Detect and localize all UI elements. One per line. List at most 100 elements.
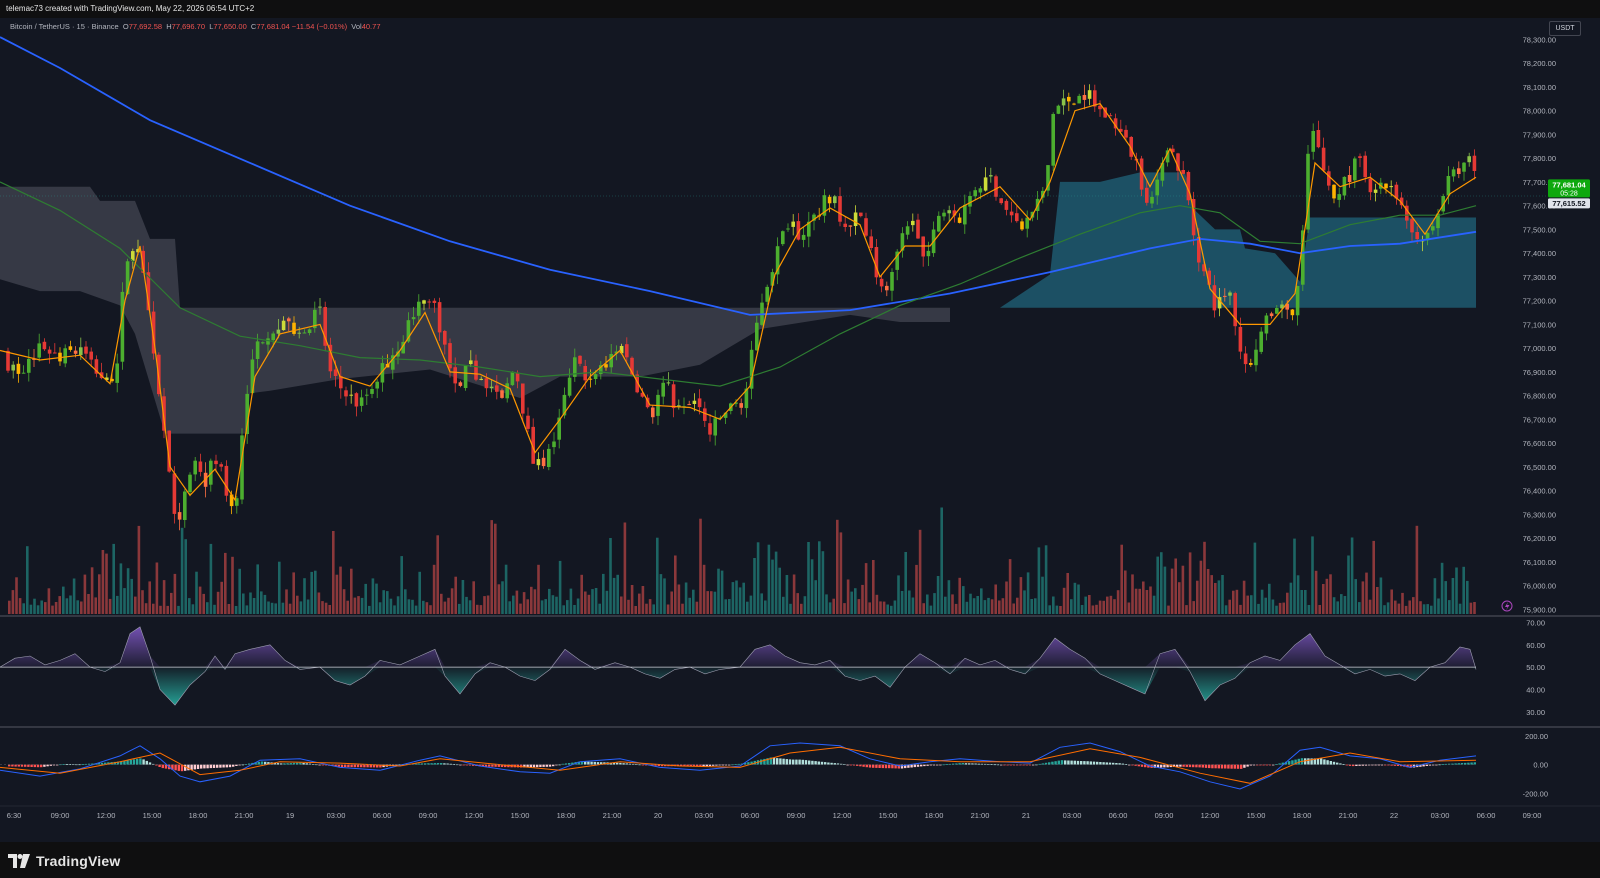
volume-bar [1437,598,1440,614]
candle-body [1186,172,1191,201]
candle-body [1212,285,1217,311]
macd-histogram-bar [782,758,785,765]
volume-bar [814,580,817,614]
macd-histogram-bar [126,760,129,765]
low-value: 77,650.00 [213,22,247,31]
candle-body [474,360,478,380]
price-tick-label: 75,900.00 [1523,605,1556,614]
time-tick-label: 12:00 [465,811,484,820]
volume-bar [213,604,216,614]
rsi-tick-label: 40.00 [1526,686,1545,695]
macd-histogram-bar [696,764,699,767]
macd-histogram-bar [705,764,708,767]
volume-bar [1044,545,1048,614]
time-tick-label: 15:00 [879,811,898,820]
volume-bar [292,572,295,614]
volume-bar [1264,597,1267,614]
macd-histogram-bar [1140,764,1144,767]
open-label: O [122,22,129,31]
macd-histogram-bar [216,764,219,768]
volume-bar [1188,552,1192,614]
volume-bar [1178,582,1181,614]
macd-histogram-bar [228,764,232,768]
candle-body [1472,155,1477,171]
macd-histogram-bar [526,764,529,768]
macd-histogram-bar [1137,764,1140,767]
candle-body [1067,96,1071,102]
macd-histogram-bar [1342,764,1345,765]
volume-bar [731,582,735,614]
candle-body [807,221,811,237]
volume-bar [1206,569,1210,614]
macd-histogram-bar [923,764,926,767]
macd-histogram-bar [1288,761,1291,765]
chart-canvas[interactable]: 78,300.00 78,200.00 78,100.00 78,000.00 77,9… [0,18,1600,842]
macd-histogram-bar [612,762,616,765]
candle-body [957,217,962,223]
macd-histogram-bar [1102,762,1105,765]
macd-histogram-bar [177,764,180,771]
candle-body [1436,213,1440,229]
macd-histogram-bar [571,762,574,765]
volume-bar [1455,567,1458,614]
macd-histogram-bar [17,764,20,767]
macd-histogram-bar [1400,764,1403,767]
volume-bar [1350,537,1354,614]
currency-badge[interactable]: USDT [1549,21,1581,36]
macd-tick-label: -200.00 [1523,789,1548,798]
candle-body [172,473,177,514]
volume-bar [173,573,177,614]
volume-bar [58,596,61,614]
macd-histogram-bar [8,764,11,767]
macd-histogram-bar [772,757,776,765]
macd-histogram-bar [872,764,875,768]
volume-bar [170,592,173,614]
macd-histogram-bar [555,764,558,766]
price-tick-label: 78,200.00 [1523,59,1556,68]
candle-body [167,430,171,472]
macd-tick-label: 0.00 [1533,761,1548,770]
macd-histogram-bar [440,763,443,765]
volume-bar [180,527,184,614]
macd-histogram-bar [577,761,580,765]
tradingview-logo[interactable]: TradingView [8,852,120,870]
macd-histogram-bar [1217,764,1220,769]
macd-histogram-bar [932,764,936,766]
macd-histogram-bar [785,759,788,765]
volume-bar [1343,596,1347,614]
macd-histogram-bar [862,764,865,767]
candle-body [1093,90,1097,107]
volume-bar [202,593,205,614]
credit-text: telemac73 created with TradingView.com, … [6,4,255,13]
volume-bar [364,583,367,614]
candle-body [396,351,400,357]
macd-histogram-bar [302,763,305,765]
volume-bar [1260,589,1264,614]
candle-body [292,322,296,334]
candle-body [578,355,582,364]
candle-body [1337,194,1341,200]
macd-histogram-bar [852,764,856,766]
volume-bar [1379,577,1383,614]
candle-body [1207,270,1211,285]
candle-body [432,300,437,303]
volume-bar [342,589,346,614]
candle-body [859,212,863,217]
volume-bar [1170,568,1174,614]
volume-bar [454,576,457,614]
candle-body [869,236,873,248]
volume-bar [558,560,562,614]
volume-bar [1354,579,1357,614]
volume-bar [418,571,421,614]
volume-bar [458,603,461,614]
candle-body [94,359,99,374]
volume-bar [501,581,504,614]
volume-bar [332,531,335,614]
volume-bar [612,577,616,614]
macd-histogram-bar [833,763,836,765]
candle-body [276,329,281,334]
volume-bar [735,580,738,614]
volume-bar [1397,603,1401,614]
candle-body [1425,232,1430,241]
